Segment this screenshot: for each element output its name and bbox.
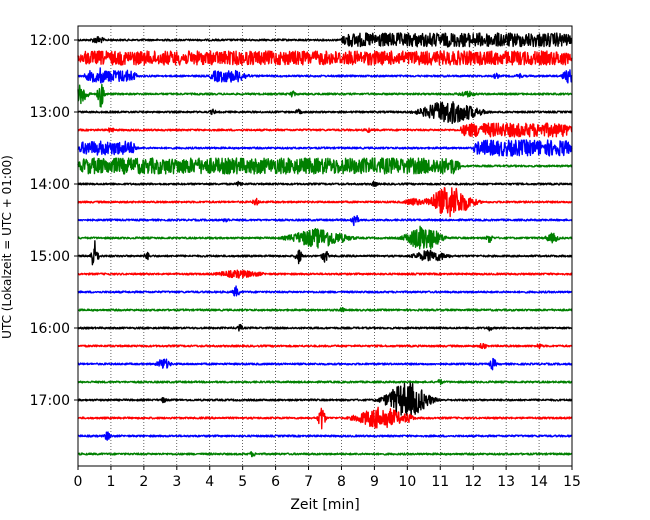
y-tick-label: 16:00: [30, 321, 70, 337]
seismogram-trace: [77, 139, 573, 157]
seismogram-trace: [77, 269, 573, 279]
y-tick-label: 15:00: [30, 249, 70, 265]
x-tick-label: 11: [431, 474, 449, 490]
x-tick-label: 8: [337, 474, 346, 490]
seismogram-trace: [77, 101, 573, 125]
y-axis-label: UTC (Lokalzeit = UTC + 01:00): [0, 155, 14, 339]
trace-group: [77, 32, 573, 458]
x-tick-label: 13: [497, 474, 515, 490]
plot-background: [78, 26, 572, 466]
x-tick-label: 15: [563, 474, 581, 490]
seismogram-trace: [77, 32, 573, 48]
seismogram-trace: [77, 382, 573, 418]
x-tick-label: 1: [106, 474, 115, 490]
x-tick-label: 9: [370, 474, 379, 490]
seismogram-trace: [77, 306, 573, 313]
y-tick-label: 13:00: [30, 105, 70, 121]
x-tick-label: 2: [139, 474, 148, 490]
x-tick-label: 12: [464, 474, 482, 490]
seismogram-trace: [77, 187, 573, 218]
seismogram-trace: [77, 285, 573, 297]
seismogram-trace: [77, 240, 573, 266]
y-tick-label: 14:00: [30, 177, 70, 193]
seismogram-trace: [77, 50, 573, 66]
seismogram-trace: [77, 357, 573, 371]
seismogram-trace: [77, 323, 573, 332]
y-tick-label: 17:00: [30, 393, 70, 409]
x-tick-label: 14: [530, 474, 548, 490]
y-axis: 12:00 13:00 14:00 15:00 16:00 17:00: [30, 33, 78, 409]
seismogram-trace: [77, 83, 573, 108]
seismogram-trace: [77, 67, 573, 84]
x-tick-label: 10: [398, 474, 416, 490]
x-tick-label: 5: [238, 474, 247, 490]
seismogram-trace: [77, 378, 573, 386]
plot-frame: [77, 25, 573, 467]
x-axis-label: Zeit [min]: [290, 497, 359, 513]
seismogram-trace: [77, 431, 573, 441]
x-tick-label: 7: [304, 474, 313, 490]
x-tick-label: 3: [172, 474, 181, 490]
x-tick-label: 4: [205, 474, 214, 490]
seismogram-trace: [77, 180, 573, 188]
seismogram-trace: [77, 225, 573, 250]
seismogram-trace: [77, 406, 573, 430]
x-tick-label: 0: [74, 474, 83, 490]
x-axis: 0 1 2 3 4 5 6 7 8 9 10 11 12 13 14 15: [74, 466, 581, 490]
seismogram-trace: [77, 342, 573, 350]
seismogram-trace: [77, 157, 573, 175]
y-tick-label: 12:00: [30, 33, 70, 49]
seismogram-trace: [77, 122, 573, 138]
seismogram-trace: [77, 451, 573, 458]
x-tick-label: 6: [271, 474, 280, 490]
seismogram-trace: [77, 214, 573, 227]
